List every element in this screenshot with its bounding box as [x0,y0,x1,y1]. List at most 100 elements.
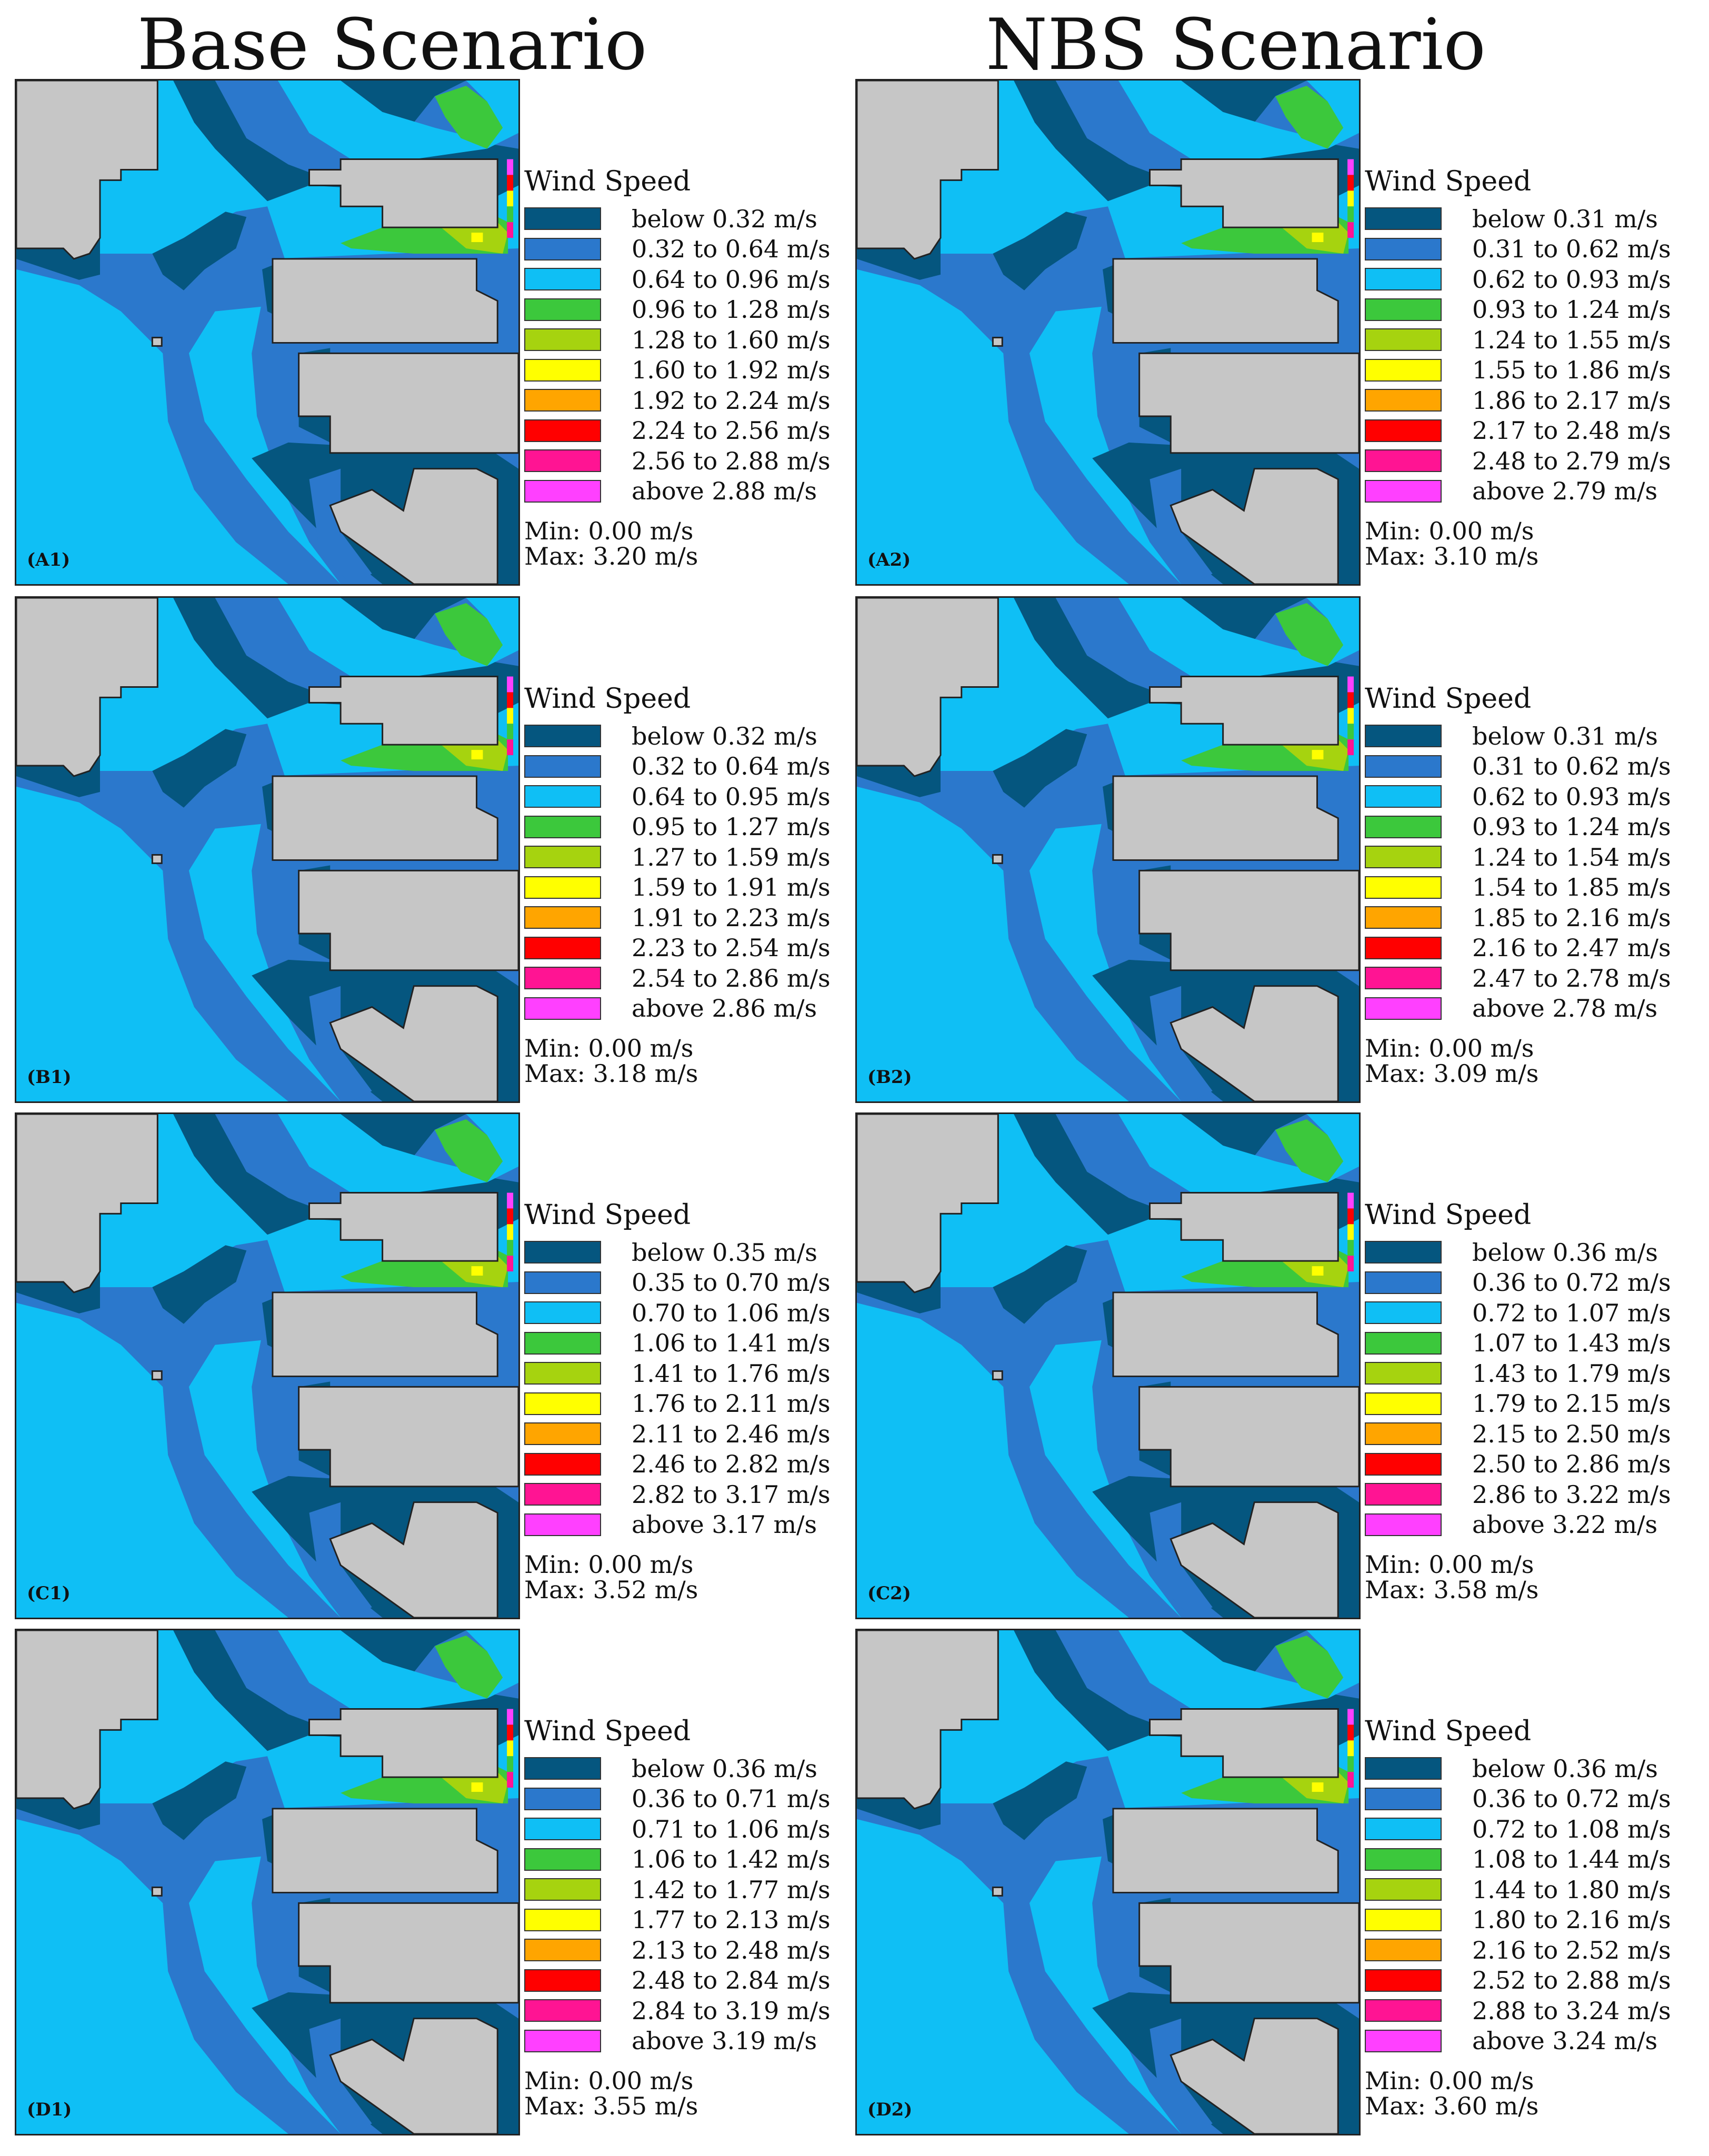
building-left [16,598,158,777]
legend-title: Wind Speed [1365,683,1532,715]
legend-row: 2.86 to 3.22 m/s [1365,1479,1691,1510]
legend-range-label: 1.42 to 1.77 m/s [632,1875,831,1904]
legend-swatch [524,725,601,748]
building-bottom-right [1170,1501,1339,1618]
legend-range-label: 1.06 to 1.41 m/s [632,1329,831,1358]
legend-range-label: below 0.35 m/s [632,1238,817,1267]
legend-row: 2.23 to 2.54 m/s [524,933,851,964]
legend-range-label: below 0.31 m/s [1472,721,1658,750]
legend-row: 2.54 to 2.86 m/s [524,963,851,994]
building-mid-right-2 [1138,1386,1359,1488]
max-value: Max: 3.10 m/s [1365,542,1539,570]
legend-row: 1.91 to 2.23 m/s [524,902,851,933]
legend-swatch [524,1271,601,1294]
legend-row: 0.31 to 0.62 m/s [1365,234,1691,265]
legend: Wind Speed below 0.31 m/s 0.31 to 0.62 m/s… [1365,683,1691,1024]
legend-swatch [524,389,601,412]
legend-swatch [1365,1969,1442,1992]
legend-row: 1.06 to 1.42 m/s [524,1844,851,1875]
building-top-right [1149,676,1339,746]
legend-range-label: 0.71 to 1.06 m/s [632,1814,831,1843]
legend-swatch [524,268,601,291]
legend-range-label: 1.07 to 1.43 m/s [1472,1329,1671,1358]
legend-row: above 3.19 m/s [524,2026,851,2057]
legend-row: 1.24 to 1.55 m/s [1365,325,1691,355]
legend-row: 0.64 to 0.95 m/s [524,781,851,812]
legend-range-label: below 0.36 m/s [1472,1754,1658,1783]
legend-swatch [1365,1818,1442,1841]
legend-range-label: 0.95 to 1.27 m/s [632,813,831,841]
legend-swatch [1365,1422,1442,1446]
legend-row: below 0.36 m/s [524,1753,851,1784]
legend-row: 1.77 to 2.13 m/s [524,1905,851,1936]
panel-d2: (D2) Wind Speed below 0.36 m/s 0.36 to 0.72… [855,1629,1692,2135]
legend-row: 2.50 to 2.86 m/s [1365,1449,1691,1480]
legend-row: 0.72 to 1.07 m/s [1365,1298,1691,1328]
building-mid-right-2 [298,1386,518,1488]
legend-swatch [524,1241,601,1264]
legend-swatch [1365,785,1442,808]
legend-range-label: 0.93 to 1.24 m/s [1472,813,1671,841]
legend-swatch [524,936,601,959]
legend-row: 2.17 to 2.48 m/s [1365,416,1691,446]
map-frame: (B2) [855,596,1361,1103]
wind-speed-map [16,1114,518,1618]
legend-row: 1.54 to 1.85 m/s [1365,873,1691,903]
legend-row: above 3.22 m/s [1365,1510,1691,1540]
legend-row: 1.79 to 2.15 m/s [1365,1389,1691,1419]
building-small [992,336,1003,347]
panel-b2: (B2) Wind Speed below 0.31 m/s 0.31 to 0.62… [855,596,1692,1103]
legend-row: above 2.88 m/s [524,476,851,507]
legend-swatch [524,328,601,352]
legend-row: above 3.24 m/s [1365,2026,1691,2057]
building-mid-right-1 [1112,258,1339,344]
legend-row: 1.43 to 1.79 m/s [1365,1358,1691,1389]
legend-swatch [524,207,601,230]
legend-range-label: 2.13 to 2.48 m/s [632,1936,831,1964]
legend-swatch [1365,328,1442,352]
legend-swatch [1365,1878,1442,1901]
legend-range-label: 0.32 to 0.64 m/s [632,235,831,264]
legend-row: 2.52 to 2.88 m/s [1365,1966,1691,1996]
legend-swatch [524,1422,601,1446]
legend-swatch [524,876,601,899]
legend-range-label: above 3.19 m/s [632,2027,817,2055]
legend-range-label: 0.70 to 1.06 m/s [632,1298,831,1327]
min-max-readout: Min: 0.00 m/s Max: 3.52 m/s [524,1552,851,1602]
min-value: Min: 0.00 m/s [524,2067,694,2095]
legend-range-label: 2.24 to 2.56 m/s [632,416,831,445]
legend-row: 2.47 to 2.78 m/s [1365,963,1691,994]
max-value: Max: 3.55 m/s [524,2092,698,2120]
legend-range-label: 2.16 to 2.52 m/s [1472,1936,1671,1964]
legend-range-label: 1.80 to 2.16 m/s [1472,1906,1671,1934]
panel-label: (A2) [867,549,911,570]
legend-swatch [1365,237,1442,260]
legend-swatch [1365,1301,1442,1325]
building-mid-right-2 [1138,869,1359,971]
legend-swatch [1365,725,1442,748]
legend-range-label: 0.64 to 0.96 m/s [632,265,831,294]
panel-label: (C1) [27,1583,71,1604]
building-mid-right-1 [272,1291,498,1377]
legend-range-label: 0.31 to 0.62 m/s [1472,235,1671,264]
legend-swatch [1365,1271,1442,1294]
min-max-readout: Min: 0.00 m/s Max: 3.60 m/s [1365,2068,1691,2119]
legend-row: 0.36 to 0.71 m/s [524,1784,851,1814]
legend-range-label: 1.27 to 1.59 m/s [632,843,831,871]
legend-title: Wind Speed [524,166,691,197]
legend-row: 2.48 to 2.79 m/s [1365,446,1691,476]
legend-row: 0.95 to 1.27 m/s [524,812,851,843]
legend-range-label: 2.16 to 2.47 m/s [1472,934,1671,962]
legend-row: 0.71 to 1.06 m/s [524,1814,851,1844]
legend-row: below 0.35 m/s [524,1237,851,1268]
map-frame: (A2) [855,79,1361,586]
legend-row: 0.35 to 0.70 m/s [524,1268,851,1298]
legend-swatch [1365,1331,1442,1355]
legend-row: 2.16 to 2.47 m/s [1365,933,1691,964]
legend-swatch [1365,298,1442,321]
building-mid-right-2 [298,1902,518,2004]
legend-swatch [1365,449,1442,473]
building-bottom-right [1170,2018,1339,2134]
legend-swatch [1365,479,1442,503]
building-left [857,81,999,260]
